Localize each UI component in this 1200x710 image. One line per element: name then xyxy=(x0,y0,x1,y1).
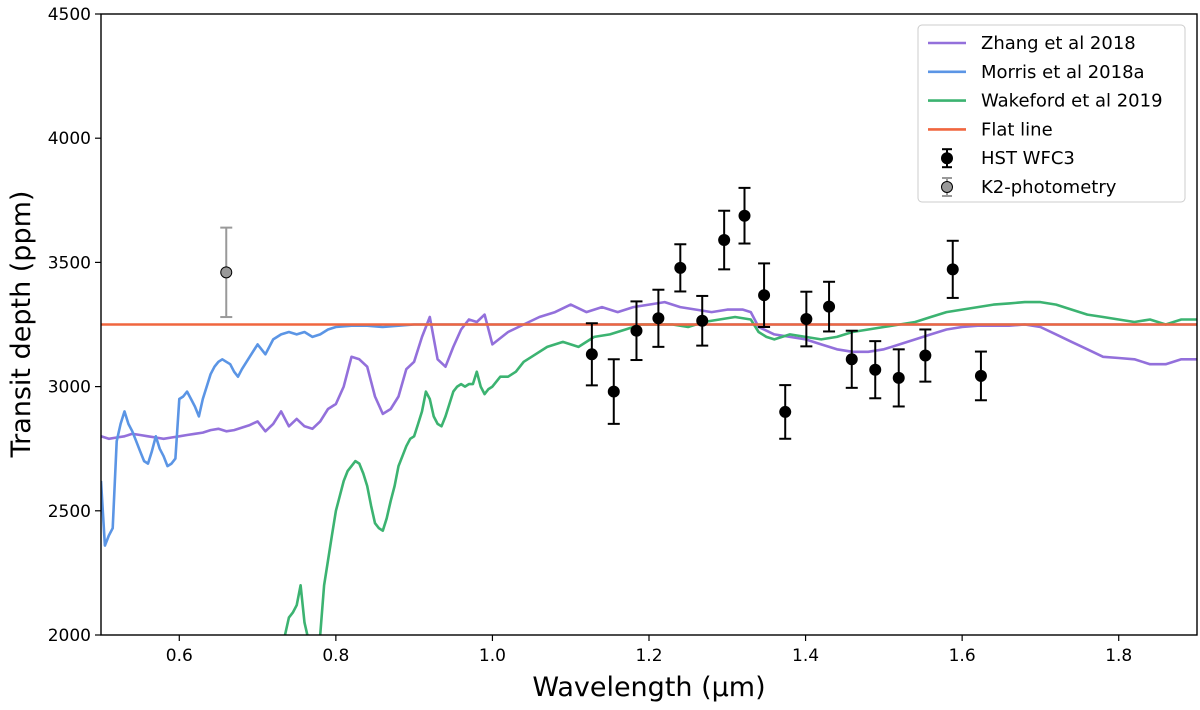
legend-swatch-hst-wfc3 xyxy=(941,152,953,165)
y-tick-label: 2500 xyxy=(48,502,91,522)
data-point-hst-wfc3 xyxy=(674,243,687,293)
marker xyxy=(946,263,959,276)
y-axis-label: Transit depth (ppm) xyxy=(6,191,37,459)
marker xyxy=(220,266,233,279)
marker xyxy=(919,349,932,362)
legend-label-zhang-et-al-2018: Zhang et al 2018 xyxy=(981,33,1136,54)
data-point-hst-wfc3 xyxy=(652,288,665,348)
marker xyxy=(718,234,731,247)
x-tick-label: 1.2 xyxy=(635,646,662,666)
data-point-hst-wfc3 xyxy=(823,280,836,333)
legend-label-hst-wfc3: HST WFC3 xyxy=(981,148,1075,169)
data-point-hst-wfc3 xyxy=(585,322,598,387)
data-point-hst-wfc3 xyxy=(919,328,932,383)
data-point-k2-photometry xyxy=(220,226,233,319)
errorbar-layer xyxy=(220,186,987,440)
marker xyxy=(630,324,643,337)
data-point-hst-wfc3 xyxy=(738,186,751,245)
marker xyxy=(758,289,771,302)
legend-label-k2-photometry: K2-photometry xyxy=(981,177,1117,198)
legend-label-flat-line: Flat line xyxy=(981,119,1053,140)
x-tick-label: 0.8 xyxy=(322,646,349,666)
marker xyxy=(892,371,905,384)
marker xyxy=(696,314,709,327)
legend-box xyxy=(917,24,1186,203)
series-layer xyxy=(101,300,1197,635)
y-tick-label: 2000 xyxy=(48,626,91,646)
x-tick-label: 1.8 xyxy=(1105,646,1132,666)
marker xyxy=(974,369,987,382)
data-point-hst-wfc3 xyxy=(800,290,813,348)
data-point-hst-wfc3 xyxy=(718,209,731,271)
series-line-zhang-et-al-2018 xyxy=(101,300,1197,441)
marker xyxy=(585,348,598,361)
data-point-hst-wfc3 xyxy=(892,348,905,408)
data-point-hst-wfc3 xyxy=(758,262,771,328)
x-tick-label: 1.4 xyxy=(792,646,819,666)
marker xyxy=(607,385,620,398)
data-point-hst-wfc3 xyxy=(869,340,882,400)
data-point-hst-wfc3 xyxy=(845,329,858,389)
x-tick-label: 1.6 xyxy=(949,646,976,666)
y-tick-label: 3500 xyxy=(48,253,91,273)
y-axis: 2000 2500 3000 3500 4000 4500 xyxy=(48,5,101,646)
data-point-hst-wfc3 xyxy=(630,300,643,362)
y-tick-label: 4000 xyxy=(48,129,91,149)
x-axis: 0.6 0.8 1.0 1.2 1.4 1.6 1.8 xyxy=(166,635,1132,666)
legend: Zhang et al 2018 Morris et al 2018a Wakefo… xyxy=(917,24,1186,203)
marker xyxy=(738,209,751,222)
x-tick-label: 1.0 xyxy=(479,646,506,666)
marker xyxy=(674,261,687,274)
data-point-hst-wfc3 xyxy=(607,358,620,425)
series-line-wakeford-et-al-2019 xyxy=(283,300,1197,635)
x-tick-label: 0.6 xyxy=(166,646,193,666)
data-point-hst-wfc3 xyxy=(974,350,987,402)
marker xyxy=(652,312,665,325)
data-point-hst-wfc3 xyxy=(779,384,792,440)
marker xyxy=(779,405,792,418)
y-tick-label: 3000 xyxy=(48,378,91,398)
marker xyxy=(800,313,813,326)
y-tick-label: 4500 xyxy=(48,5,91,25)
data-point-hst-wfc3 xyxy=(946,239,959,299)
legend-label-wakeford-et-al-2019: Wakeford et al 2019 xyxy=(981,91,1163,112)
legend-swatch-k2-photometry xyxy=(941,181,953,193)
marker xyxy=(845,353,858,366)
marker xyxy=(823,300,836,313)
legend-label-morris-et-al-2018a: Morris et al 2018a xyxy=(981,62,1145,83)
x-axis-label: Wavelength (μm) xyxy=(532,672,765,703)
marker xyxy=(869,363,882,376)
data-point-hst-wfc3 xyxy=(696,294,709,347)
